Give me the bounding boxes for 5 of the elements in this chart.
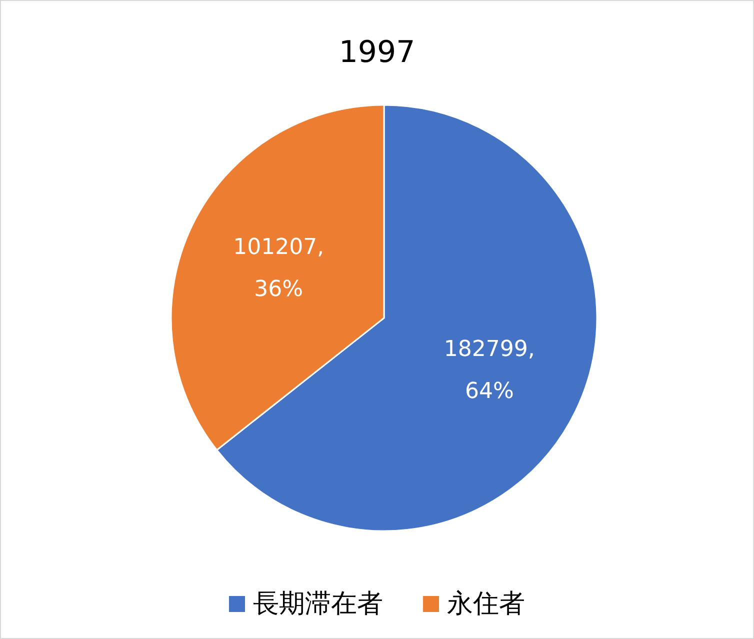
chart-title: 1997	[338, 35, 416, 70]
legend-label: 長期滞在者	[253, 589, 383, 619]
legend-label: 永住者	[447, 589, 525, 619]
data-label: 101207, 36%	[233, 234, 324, 302]
data-label: 182799, 64%	[444, 337, 535, 404]
